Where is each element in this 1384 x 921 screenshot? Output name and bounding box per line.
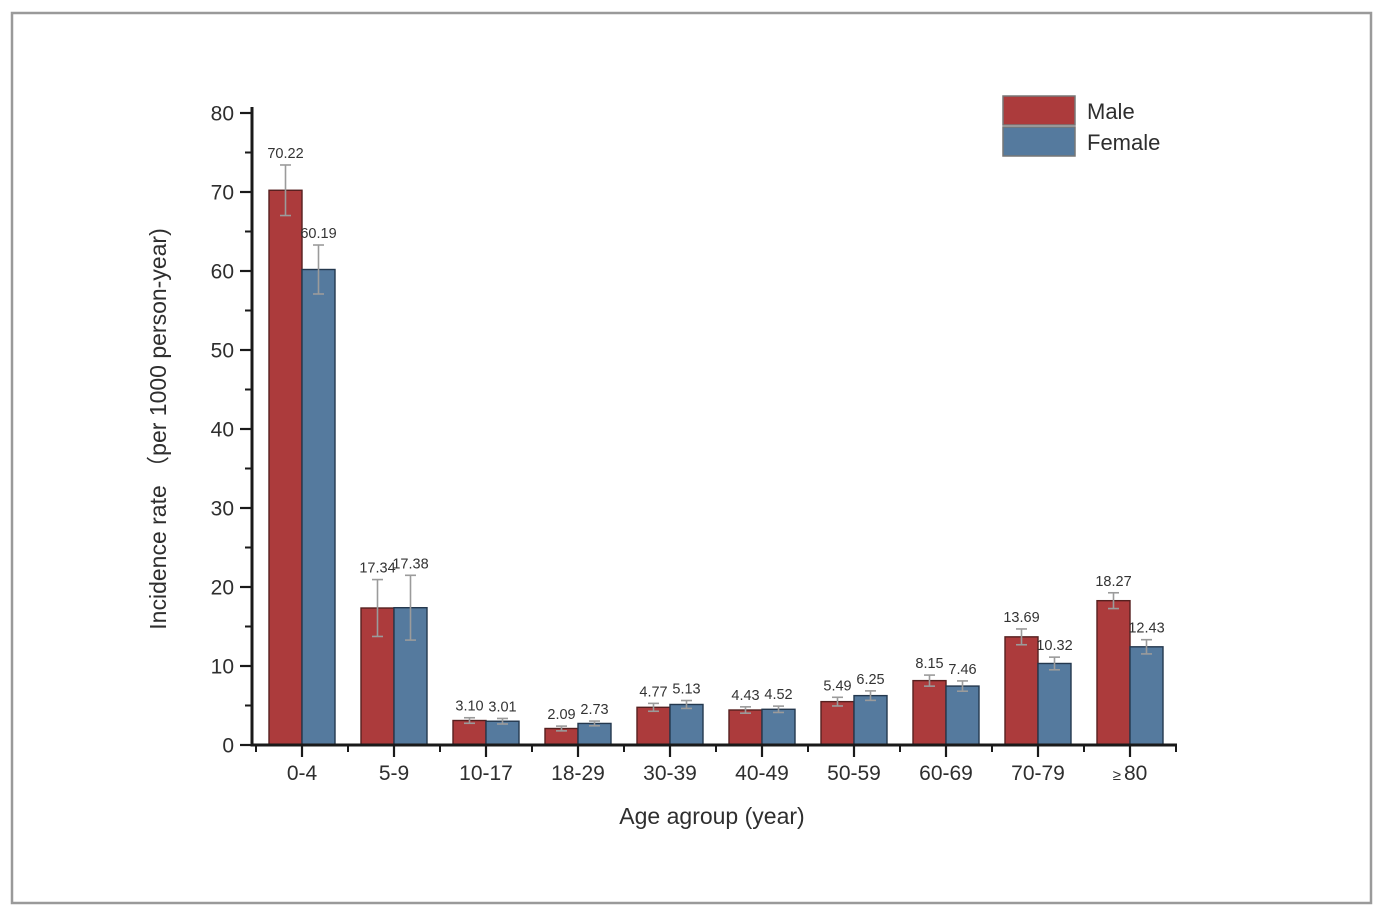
bar-male-60-69: [912, 679, 947, 746]
y-tick-label-10: 10: [211, 655, 234, 678]
y-tick-label-0: 0: [222, 734, 234, 757]
bar-male-30-39: [636, 706, 671, 746]
value-label-female-0-4: 60.19: [300, 226, 336, 242]
value-label-female-5-9: 17.38: [392, 556, 428, 572]
y-tick-label-50: 50: [211, 339, 234, 362]
bar-female-10-17: [485, 720, 520, 746]
value-label-male-40-49: 4.43: [731, 688, 759, 704]
legend-label-female: Female: [1087, 130, 1160, 155]
x-tick-label-5-9: 5-9: [379, 762, 409, 785]
x-axis-title: Age agroup (year): [619, 803, 804, 829]
value-label-male-10-17: 3.10: [455, 699, 483, 715]
bar-male-40-49: [728, 709, 763, 746]
x-tick-label-0-4: 0-4: [287, 762, 318, 785]
bar-male-0-4: [268, 189, 303, 746]
x-tick-label-40-49: 40-49: [735, 762, 789, 785]
bar-female-30-39: [669, 703, 704, 746]
legend-swatch-male: [1002, 95, 1076, 126]
bar-male-10-17: [452, 719, 487, 746]
value-label-female-≥80: 12.43: [1128, 621, 1164, 637]
x-tick-label-70-79: 70-79: [1011, 762, 1065, 785]
bar-female-18-29: [577, 722, 612, 746]
legend: Male Female: [1002, 95, 1160, 157]
legend-label-male: Male: [1087, 99, 1135, 124]
x-tick-label-≥80: ≥80: [1113, 762, 1148, 785]
y-tick-label-80: 80: [211, 102, 234, 125]
y-axis-title: Incidence rate （per 1000 person-year): [145, 228, 171, 629]
y-tick-label-70: 70: [211, 181, 234, 204]
bar-female-70-79: [1037, 662, 1072, 746]
y-tick-label-30: 30: [211, 497, 234, 520]
figure-frame: [10, 11, 1373, 905]
value-label-male-50-59: 5.49: [823, 678, 851, 694]
value-label-female-18-29: 2.73: [580, 702, 608, 718]
bar-male-50-59: [820, 700, 855, 746]
bar-female-40-49: [761, 708, 796, 746]
value-label-male-5-9: 17.34: [359, 561, 395, 577]
value-label-female-30-39: 5.13: [672, 682, 700, 698]
bar-male-70-79: [1004, 636, 1039, 746]
x-tick-label-18-29: 18-29: [551, 762, 605, 785]
x-tick-label-60-69: 60-69: [919, 762, 973, 785]
bar-male-≥80: [1096, 599, 1131, 746]
x-tick-label-30-39: 30-39: [643, 762, 697, 785]
y-tick-label-40: 40: [211, 418, 234, 441]
bar-female-0-4: [301, 268, 336, 746]
value-label-male-70-79: 13.69: [1003, 610, 1039, 626]
value-label-male-≥80: 18.27: [1095, 574, 1131, 590]
value-label-female-60-69: 7.46: [948, 662, 976, 678]
y-tick-label-20: 20: [211, 576, 234, 599]
y-tick-label-60: 60: [211, 260, 234, 283]
value-label-male-60-69: 8.15: [915, 656, 943, 672]
legend-swatch-female: [1002, 126, 1076, 157]
value-label-female-40-49: 4.52: [764, 687, 792, 703]
bar-female-≥80: [1129, 646, 1164, 746]
value-label-female-50-59: 6.25: [856, 672, 884, 688]
value-label-male-30-39: 4.77: [639, 684, 667, 700]
value-label-male-0-4: 70.22: [267, 146, 303, 162]
bar-female-60-69: [945, 685, 980, 746]
x-tick-label-10-17: 10-17: [459, 762, 513, 785]
value-label-female-10-17: 3.01: [488, 699, 516, 715]
x-tick-label-50-59: 50-59: [827, 762, 881, 785]
bar-female-50-59: [853, 694, 888, 746]
value-label-female-70-79: 10.32: [1036, 638, 1072, 654]
value-label-male-18-29: 2.09: [547, 707, 575, 723]
